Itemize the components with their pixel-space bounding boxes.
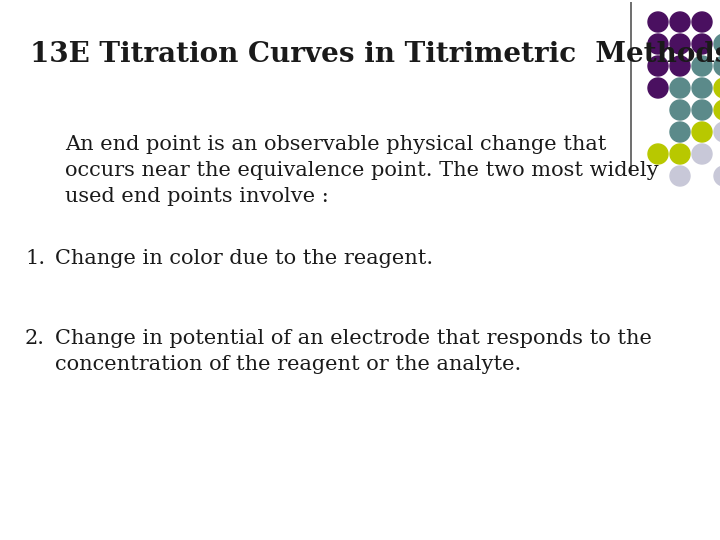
Ellipse shape: [714, 122, 720, 142]
Ellipse shape: [714, 34, 720, 54]
Ellipse shape: [670, 78, 690, 98]
Text: An end point is an observable physical change that: An end point is an observable physical c…: [65, 135, 606, 154]
Ellipse shape: [670, 166, 690, 186]
Ellipse shape: [648, 78, 668, 98]
Text: Change in potential of an electrode that responds to the: Change in potential of an electrode that…: [55, 329, 652, 348]
Text: 1.: 1.: [25, 249, 45, 268]
Text: Change in color due to the reagent.: Change in color due to the reagent.: [55, 249, 433, 268]
Ellipse shape: [648, 12, 668, 32]
Ellipse shape: [670, 56, 690, 76]
Ellipse shape: [648, 144, 668, 164]
Ellipse shape: [692, 144, 712, 164]
Ellipse shape: [692, 78, 712, 98]
Ellipse shape: [714, 100, 720, 120]
Ellipse shape: [648, 56, 668, 76]
Text: used end points involve :: used end points involve :: [65, 187, 329, 206]
Ellipse shape: [648, 34, 668, 54]
Ellipse shape: [714, 166, 720, 186]
Ellipse shape: [670, 12, 690, 32]
Ellipse shape: [670, 122, 690, 142]
Ellipse shape: [692, 12, 712, 32]
Ellipse shape: [714, 78, 720, 98]
Ellipse shape: [692, 122, 712, 142]
Ellipse shape: [714, 56, 720, 76]
Ellipse shape: [670, 144, 690, 164]
Text: concentration of the reagent or the analyte.: concentration of the reagent or the anal…: [55, 355, 521, 374]
Ellipse shape: [692, 56, 712, 76]
Ellipse shape: [670, 100, 690, 120]
Ellipse shape: [692, 34, 712, 54]
Ellipse shape: [692, 100, 712, 120]
Ellipse shape: [670, 34, 690, 54]
Text: occurs near the equivalence point. The two most widely: occurs near the equivalence point. The t…: [65, 161, 659, 180]
Text: 13E Titration Curves in Titrimetric  Methods: 13E Titration Curves in Titrimetric Meth…: [30, 42, 720, 69]
Text: 2.: 2.: [25, 329, 45, 348]
